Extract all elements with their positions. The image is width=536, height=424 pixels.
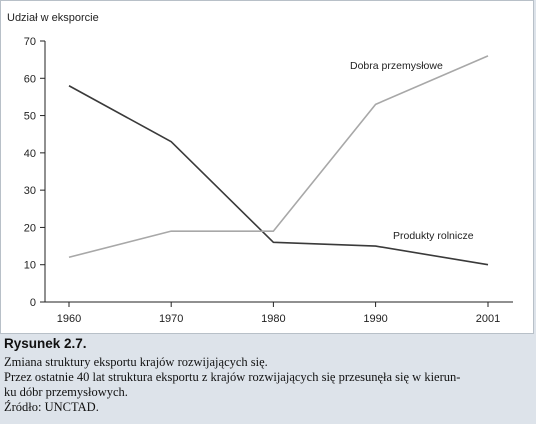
y-tick-label: 30 (24, 185, 36, 197)
series-label-dobra-przemyslowe: Dobra przemysłowe (350, 60, 443, 72)
y-tick-label: 20 (24, 222, 36, 234)
x-tick-label: 1970 (159, 313, 183, 325)
caption-text-line-1: Przez ostatnie 40 lat struktura eksportu… (4, 370, 461, 384)
y-tick-label: 70 (24, 36, 36, 48)
y-tick-label: 10 (24, 260, 36, 272)
y-tick-label: 40 (24, 148, 36, 160)
series-label-produkty-rolnicze: Produkty rolnicze (393, 230, 474, 242)
y-tick-label: 0 (30, 297, 36, 309)
caption-source: Źródło: UNCTAD. (4, 400, 99, 414)
y-axis-title: Udział w eksporcie (7, 12, 99, 24)
x-tick-label: 1960 (57, 313, 81, 325)
series-line-produkty-rolnicze (68, 85, 489, 266)
series-line-dobra-przemyslowe (68, 55, 489, 259)
x-tick-label: 1980 (261, 313, 285, 325)
chart-area: 0 10 20 30 40 50 60 70 1960 1970 1980 1990 2001 Udzia… (0, 0, 534, 334)
figure-caption: Rysunek 2.7. Zmiana struktury eksportu k… (4, 336, 532, 415)
figure-label: Rysunek 2.7. (4, 336, 87, 351)
y-tick-label: 50 (24, 111, 36, 123)
caption-text-line-2: ku dóbr przemysłowych. (4, 385, 128, 399)
x-tick-label: 1990 (363, 313, 387, 325)
line-chart: 0 10 20 30 40 50 60 70 1960 1970 1980 1990 2001 Udzia… (7, 12, 513, 325)
y-tick-label: 60 (24, 73, 36, 85)
caption-title: Zmiana struktury eksportu krajów rozwija… (4, 355, 268, 369)
x-tick-label: 2001 (476, 313, 500, 325)
